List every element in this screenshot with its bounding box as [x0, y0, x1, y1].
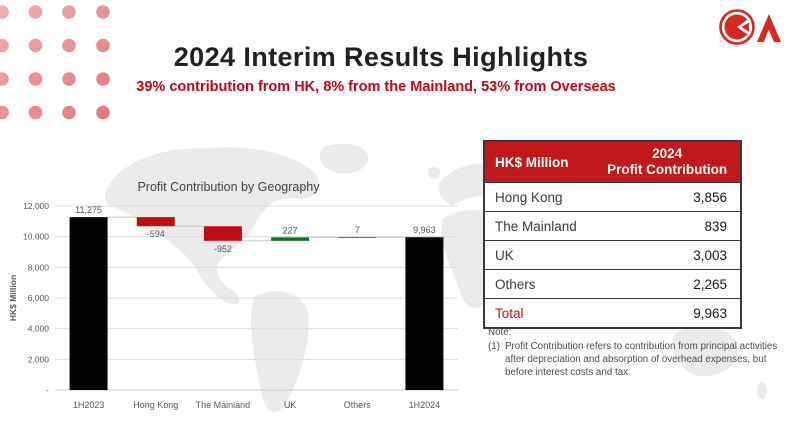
row-label: Others — [484, 269, 595, 299]
bar-value-label: 7 — [355, 225, 360, 235]
row-label: UK — [484, 240, 595, 270]
row-value: 3,003 — [594, 240, 741, 270]
bar-value-label: 9,963 — [413, 225, 436, 235]
row-value: 3,856 — [594, 182, 741, 212]
total-value: 9,963 — [594, 298, 741, 329]
bar-value-label: 11,275 — [75, 205, 102, 215]
bar-value-label: -952 — [214, 244, 232, 254]
table-row: The Mainland 839 — [484, 211, 741, 241]
table-row: Hong Kong 3,856 — [484, 182, 741, 212]
y-tick-label: 2,000 — [28, 354, 50, 364]
waterfall-bar-1h2024 — [405, 237, 444, 390]
waterfall-bar-1h2023 — [69, 217, 108, 390]
note-item-text: Profit Contribution refers to contributi… — [505, 340, 778, 378]
table-header-row: HK$ Million 2024 Profit Contribution — [484, 141, 741, 183]
y-axis-title: HK$ Million — [8, 275, 18, 321]
page-subtitle: 39% contribution from HK, 8% from the Ma… — [136, 79, 616, 95]
table-row: UK 3,003 — [484, 240, 741, 270]
page-title: 2024 Interim Results Highlights — [173, 42, 589, 72]
waterfall-bar-uk — [271, 237, 310, 241]
y-tick-label: - — [46, 385, 49, 395]
table-row-total: Total 9,963 — [484, 298, 741, 329]
bar-value-label: -594 — [147, 229, 165, 239]
letter-a-icon — [757, 14, 781, 42]
chart-title: Profit Contribution by Geography — [137, 180, 320, 194]
note-item: (1) Profit Contribution refers to contri… — [488, 341, 784, 380]
x-category-label: Others — [344, 400, 372, 410]
profit-contribution-table: HK$ Million 2024 Profit Contribution Hon… — [483, 140, 742, 330]
x-category-label: 1H2024 — [409, 400, 441, 410]
table-header-metric: HK$ Million — [484, 141, 595, 183]
note-item-number: (1) — [488, 340, 500, 352]
x-category-label: Hong Kong — [133, 400, 178, 410]
y-tick-label: 12,000 — [23, 201, 49, 211]
table-header-year: 2024 — [652, 146, 683, 161]
waterfall-bar-hong-kong — [136, 217, 175, 227]
row-value: 839 — [594, 211, 741, 241]
note-block: Note: (1) Profit Contribution refers to … — [488, 327, 784, 380]
row-value: 2,265 — [594, 269, 741, 299]
total-label: Total — [484, 298, 595, 329]
waterfall-bar-the-mainland — [203, 226, 242, 241]
bar-value-label: 227 — [283, 225, 298, 235]
waterfall-bar-others — [338, 237, 377, 239]
map-greenland — [319, 143, 369, 174]
table-header-2024-profit-contribution: 2024 Profit Contribution — [594, 141, 741, 183]
x-category-label: UK — [284, 400, 297, 410]
y-tick-label: 10,000 — [23, 232, 49, 242]
y-tick-label: 6,000 — [28, 293, 50, 303]
x-category-label: The Mainland — [196, 400, 251, 410]
y-tick-label: 8,000 — [28, 262, 50, 272]
table-row: Others 2,265 — [484, 269, 741, 299]
note-heading: Note: — [488, 327, 512, 338]
y-tick-label: 4,000 — [28, 324, 50, 334]
map-new-zealand — [757, 381, 767, 400]
row-label: The Mainland — [484, 211, 595, 241]
table-header-profit-contribution: Profit Contribution — [607, 162, 728, 178]
row-label: Hong Kong — [484, 182, 595, 212]
ck-monogram-icon — [719, 9, 755, 45]
x-category-label: 1H2023 — [73, 400, 105, 410]
waterfall-chart: 12,000 10,000 8,000 6,000 4,000 2,000 - 11,275 1… — [8, 180, 458, 410]
